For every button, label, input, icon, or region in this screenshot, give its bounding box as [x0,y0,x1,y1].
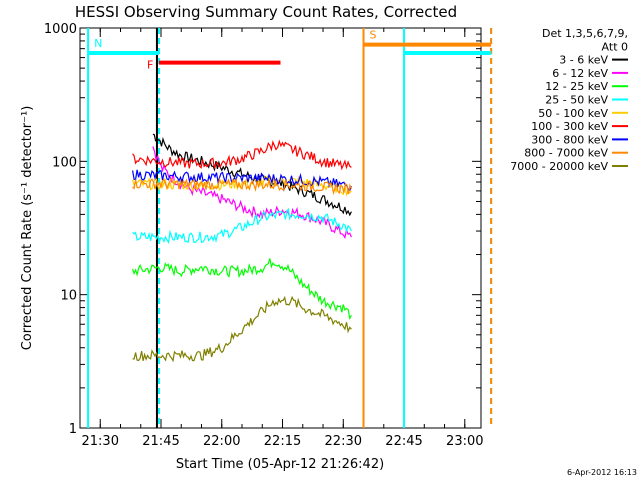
legend-entry-label: 300 - 800 keV [531,133,608,146]
plot-area: 21:30 21:45 22:00 22:15 22:30 22:45 23:00 1 10 10… [44,22,493,449]
y-tick-label: 1 [69,422,77,437]
y-tick-label: 1000 [44,22,77,37]
x-tick-label: 21:45 [142,434,179,449]
legend-entry-label: 50 - 100 keV [538,107,608,120]
legend-entry-label: 100 - 300 keV [531,120,608,133]
series-line-1 [152,133,352,217]
legend-entry-label: 7000 - 20000 keV [510,160,608,173]
legend-entry-label: 3 - 6 keV [559,54,608,67]
x-tick-label: 22:45 [385,434,422,449]
legend-header: Att 0 [602,40,628,53]
timestamp: 6-Apr-2012 16:13 [567,468,637,477]
x-tick-label: 21:30 [82,434,119,449]
x-tick-label: 22:15 [264,434,301,449]
legend-entry-label: 12 - 25 keV [545,80,608,93]
flag-label: S [370,29,377,42]
y-axis-label: Corrected Count Rate (s⁻¹ detector⁻¹) [20,106,35,351]
flag-label: N [94,37,102,50]
series-line-9 [132,295,352,363]
x-tick-label: 22:30 [325,434,362,449]
series-line-4 [132,207,352,245]
legend-header: Det 1,3,5,6,7,9, [542,27,628,40]
legend-entry-label: 800 - 7000 keV [524,147,608,160]
x-tick-label: 23:00 [446,434,483,449]
x-tick-label: 22:00 [203,434,240,449]
series-line-6 [132,139,352,171]
flag-label: F [147,59,153,72]
y-tick-label: 100 [52,155,77,170]
series-line-7 [132,169,352,191]
legend-entry-label: 25 - 50 keV [545,94,608,107]
y-tick-label: 10 [60,289,77,304]
x-axis-label: Start Time (05-Apr-12 21:26:42) [176,457,384,472]
series-line-3 [132,258,352,320]
plot-frame [79,27,482,429]
chart-title: HESSI Observing Summary Count Rates, Cor… [75,3,457,21]
legend-entry-label: 6 - 12 keV [552,67,608,80]
series-line-8 [132,177,352,196]
